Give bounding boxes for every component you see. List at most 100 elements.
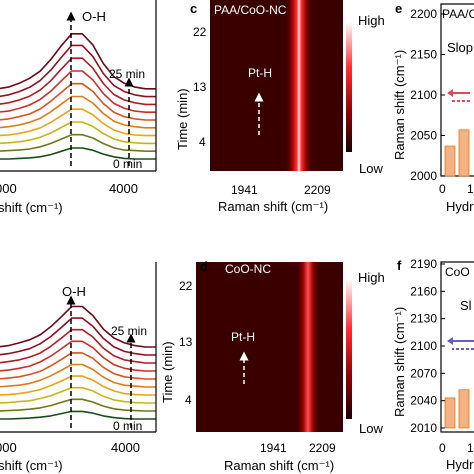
y-tick-2050: 2050	[410, 129, 437, 143]
x-tick-left: 000	[0, 181, 17, 196]
bars	[444, 389, 470, 429]
spectrum-line-8	[0, 317, 156, 356]
panel-b: O-H 25 min 0 min 000 4000 shift (cm⁻¹)	[0, 262, 157, 473]
colorbar	[346, 22, 352, 152]
annotation-25min: 25 min	[109, 67, 145, 81]
y-axis-label: Raman shift (cm⁻¹)	[392, 50, 407, 160]
panel-title: CoO	[445, 265, 470, 279]
heatmap-band	[285, 0, 313, 171]
spectra-lines-top	[0, 33, 156, 160]
bar-1	[458, 389, 470, 429]
x-axis-label: Raman shift (cm⁻¹)	[224, 458, 334, 473]
y-tick-2040: 2040	[410, 394, 437, 408]
y-tick-2150: 2150	[410, 48, 437, 62]
x-axis-label: Hydr	[446, 457, 474, 472]
spectrum-line-0	[0, 410, 156, 420]
y-ticks: 22 13 4	[179, 279, 193, 407]
x-tick-1: 1	[467, 182, 474, 196]
y-tick-2070: 2070	[410, 366, 437, 380]
x-axis-label: Raman shift (cm⁻¹)	[218, 199, 328, 214]
y-tick-4: 4	[185, 393, 192, 407]
spectrum-line-2	[0, 121, 156, 145]
panel-e: e PAA/C Slop 2200 2150 2100 2050 2000 Raman …	[392, 1, 474, 214]
x-tick-2209: 2209	[309, 441, 336, 455]
panel-a: O-H 25 min 0 min 000 4000 shift (cm⁻¹)	[0, 0, 157, 215]
panel-label: d	[200, 259, 208, 274]
y-tick-13: 13	[193, 80, 207, 94]
heatmap-background	[210, 0, 343, 171]
y-tick-2000: 2000	[410, 169, 437, 183]
y-tick-2100: 2100	[410, 88, 437, 102]
heatmap-title: PAA/CoO-NC	[214, 3, 287, 17]
arrow-head-solid	[447, 89, 453, 97]
y-tick-2190: 2190	[410, 257, 437, 271]
y-ticks: 2200 2150 2100 2050 2000	[410, 7, 445, 183]
y-tick-2010: 2010	[410, 421, 437, 435]
spectrum-line-3	[0, 375, 156, 396]
x-tick-0: 0	[439, 441, 446, 455]
colorbar-low: Low	[359, 421, 383, 436]
spectrum-line-4	[0, 363, 156, 388]
bar-0	[444, 397, 456, 429]
panel-c: c PAA/CoO-NC Pt-H 22 13 4 Time (min) 194…	[175, 0, 385, 214]
colorbar	[346, 279, 352, 419]
panel-title: PAA/C	[442, 7, 474, 21]
spectrum-line-0	[0, 147, 156, 160]
y-tick-13: 13	[179, 335, 193, 349]
x-tick-left: 000	[0, 440, 17, 455]
annotation-oh: O-H	[82, 9, 106, 24]
y-axis-label: Time (min)	[175, 88, 190, 150]
colorbar-high: High	[358, 270, 385, 285]
x-axis-label: shift (cm⁻¹)	[0, 458, 63, 473]
heatmap-background	[196, 262, 343, 432]
spectrum-line-1	[0, 133, 156, 152]
annotation-0min: 0 min	[113, 157, 142, 171]
colorbar-low: Low	[359, 161, 383, 176]
plot-frame	[440, 261, 474, 433]
colorbar-high: High	[358, 13, 385, 28]
y-tick-2100: 2100	[410, 339, 437, 353]
x-tick-1941: 1941	[260, 441, 287, 455]
heatmap-band	[296, 262, 320, 432]
bar-0	[444, 145, 456, 177]
y-tick-22: 22	[179, 279, 193, 293]
y-ticks: 22 13 4	[193, 25, 207, 149]
spectrum-line-5	[0, 352, 156, 380]
x-tick-1: 1	[467, 441, 474, 455]
annotation-pt-h: Pt-H	[231, 330, 255, 344]
y-tick-2160: 2160	[410, 284, 437, 298]
bars	[444, 129, 470, 177]
annotation-oh: O-H	[62, 284, 86, 299]
panel-f: f CoO Sl 2190 2160 2130 2100 2070 2040 2010 Ra…	[392, 257, 474, 472]
bar-1	[458, 129, 470, 177]
annotation-pt-h: Pt-H	[248, 66, 272, 80]
panel-label: f	[397, 258, 402, 273]
y-tick-2130: 2130	[410, 312, 437, 326]
panel-label: e	[395, 1, 402, 16]
y-tick-4: 4	[199, 135, 206, 149]
arrow-head-solid	[447, 337, 453, 345]
y-axis-label: Time (min)	[160, 341, 175, 403]
y-tick-22: 22	[193, 25, 207, 39]
y-ticks: 2190 2160 2130 2100 2070 2040 2010	[410, 257, 445, 435]
annotation-0min: 0 min	[113, 419, 142, 433]
spectrum-line-3	[0, 108, 156, 137]
slope-annotation: Slop	[447, 40, 473, 55]
x-tick-right: 4000	[109, 181, 138, 196]
annotation-25min: 25 min	[111, 324, 147, 338]
spectrum-line-7	[0, 328, 156, 364]
spectra-lines-bottom	[0, 305, 156, 420]
heatmap-title: CoO-NC	[225, 262, 271, 276]
x-axis-label: Hydr	[446, 199, 474, 214]
y-axis-label: Raman shift (cm⁻¹)	[392, 307, 407, 417]
panel-label: c	[190, 1, 197, 16]
x-tick-right: 4000	[111, 440, 140, 455]
spectrum-line-6	[0, 340, 156, 372]
y-tick-2200: 2200	[410, 7, 437, 21]
spectrum-line-9	[0, 305, 156, 348]
x-tick-2209: 2209	[304, 183, 331, 197]
x-axis-label: shift (cm⁻¹)	[0, 200, 63, 215]
panel-d: d CoO-NC Pt-H 22 13 4 Time (min) 1941 22…	[160, 259, 385, 473]
spectrum-line-4	[0, 95, 156, 129]
